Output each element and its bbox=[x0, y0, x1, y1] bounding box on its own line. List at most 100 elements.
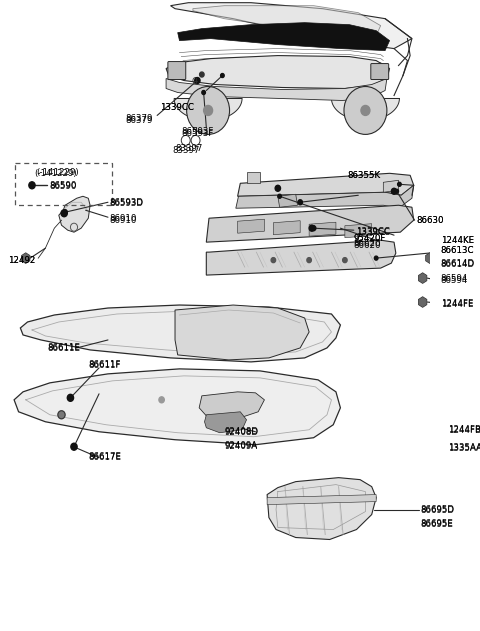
Polygon shape bbox=[193, 6, 381, 35]
Text: 86695E: 86695E bbox=[421, 520, 454, 529]
Circle shape bbox=[307, 257, 312, 262]
Text: 86620: 86620 bbox=[354, 240, 381, 250]
Text: 12492: 12492 bbox=[8, 256, 35, 264]
Text: 1339CC: 1339CC bbox=[356, 227, 389, 236]
Polygon shape bbox=[170, 3, 412, 49]
Text: 83397: 83397 bbox=[175, 144, 203, 153]
Text: 1339CC: 1339CC bbox=[160, 103, 194, 112]
Text: 86614D: 86614D bbox=[441, 259, 475, 269]
Polygon shape bbox=[309, 222, 336, 236]
Text: 86355K: 86355K bbox=[348, 171, 381, 180]
Text: 92408D: 92408D bbox=[224, 428, 258, 437]
Text: 86695D: 86695D bbox=[421, 506, 455, 515]
Polygon shape bbox=[236, 186, 414, 208]
Circle shape bbox=[344, 86, 387, 134]
Circle shape bbox=[58, 411, 65, 419]
Text: 86355K: 86355K bbox=[348, 171, 381, 180]
Text: 86611E: 86611E bbox=[47, 343, 80, 353]
Text: 86630: 86630 bbox=[416, 216, 444, 225]
Circle shape bbox=[61, 209, 67, 216]
Polygon shape bbox=[332, 98, 399, 121]
Text: 1335AA: 1335AA bbox=[448, 443, 480, 452]
Text: 86593D: 86593D bbox=[110, 198, 144, 207]
FancyBboxPatch shape bbox=[168, 62, 186, 80]
Circle shape bbox=[195, 78, 200, 83]
Circle shape bbox=[437, 428, 441, 432]
Polygon shape bbox=[273, 221, 300, 235]
Circle shape bbox=[159, 397, 164, 403]
Polygon shape bbox=[206, 240, 396, 275]
Polygon shape bbox=[238, 219, 264, 233]
Text: 92409A: 92409A bbox=[224, 441, 257, 450]
Text: 86593F: 86593F bbox=[181, 127, 214, 136]
Circle shape bbox=[374, 256, 378, 260]
Polygon shape bbox=[267, 495, 376, 505]
Text: 92408D: 92408D bbox=[224, 427, 258, 436]
Polygon shape bbox=[23, 254, 29, 262]
Text: 1339CC: 1339CC bbox=[356, 228, 389, 237]
Text: 86590: 86590 bbox=[50, 182, 77, 191]
Polygon shape bbox=[427, 254, 433, 262]
Text: 1244FB: 1244FB bbox=[448, 425, 480, 434]
Polygon shape bbox=[199, 392, 264, 418]
Polygon shape bbox=[426, 253, 433, 263]
Polygon shape bbox=[278, 194, 298, 207]
Text: 92409A: 92409A bbox=[224, 442, 257, 451]
Circle shape bbox=[361, 105, 370, 115]
Text: 86695D: 86695D bbox=[421, 505, 455, 514]
Text: 1244KE: 1244KE bbox=[441, 235, 474, 245]
Circle shape bbox=[312, 226, 316, 231]
Circle shape bbox=[298, 200, 302, 204]
Circle shape bbox=[309, 225, 314, 231]
Text: 86910: 86910 bbox=[110, 214, 137, 223]
Circle shape bbox=[278, 194, 281, 198]
Circle shape bbox=[204, 105, 213, 115]
Polygon shape bbox=[174, 98, 242, 121]
Text: 1244FB: 1244FB bbox=[448, 427, 480, 435]
Text: 86593D: 86593D bbox=[110, 199, 144, 208]
Polygon shape bbox=[435, 442, 443, 453]
Polygon shape bbox=[435, 425, 443, 435]
Text: 86379: 86379 bbox=[126, 116, 153, 125]
Text: 86613C: 86613C bbox=[441, 245, 474, 255]
Polygon shape bbox=[20, 305, 340, 362]
Circle shape bbox=[271, 257, 276, 262]
Polygon shape bbox=[238, 174, 414, 196]
Text: 86594: 86594 bbox=[441, 276, 468, 285]
Text: 86620: 86620 bbox=[354, 239, 381, 247]
Text: 1244FE: 1244FE bbox=[441, 298, 473, 307]
Text: 1339CC: 1339CC bbox=[160, 103, 194, 112]
Circle shape bbox=[391, 188, 397, 194]
Polygon shape bbox=[434, 442, 444, 454]
Circle shape bbox=[397, 182, 401, 186]
Circle shape bbox=[187, 86, 229, 134]
Text: 86910: 86910 bbox=[110, 216, 137, 225]
Circle shape bbox=[202, 90, 205, 95]
Text: 86617E: 86617E bbox=[88, 453, 121, 462]
Polygon shape bbox=[419, 297, 427, 307]
Polygon shape bbox=[345, 224, 372, 238]
Text: 86590: 86590 bbox=[50, 181, 77, 190]
Polygon shape bbox=[204, 412, 247, 433]
Text: 86611F: 86611F bbox=[88, 362, 121, 370]
Text: 86614D: 86614D bbox=[441, 259, 475, 268]
Polygon shape bbox=[384, 180, 398, 192]
Text: 86379: 86379 bbox=[126, 114, 153, 123]
Polygon shape bbox=[419, 273, 427, 283]
Polygon shape bbox=[420, 274, 426, 282]
Polygon shape bbox=[420, 298, 426, 306]
Polygon shape bbox=[178, 23, 390, 50]
Circle shape bbox=[221, 74, 224, 78]
Text: 95420F: 95420F bbox=[354, 233, 386, 243]
Text: 1244KE: 1244KE bbox=[441, 235, 474, 245]
Text: (-141229): (-141229) bbox=[35, 169, 77, 178]
Polygon shape bbox=[267, 478, 376, 540]
Polygon shape bbox=[435, 425, 442, 434]
Circle shape bbox=[63, 209, 67, 215]
Circle shape bbox=[275, 186, 280, 191]
Polygon shape bbox=[59, 196, 90, 232]
Circle shape bbox=[395, 189, 398, 193]
Text: 86613C: 86613C bbox=[441, 245, 474, 255]
Circle shape bbox=[29, 182, 35, 189]
Text: 86695E: 86695E bbox=[421, 519, 454, 528]
